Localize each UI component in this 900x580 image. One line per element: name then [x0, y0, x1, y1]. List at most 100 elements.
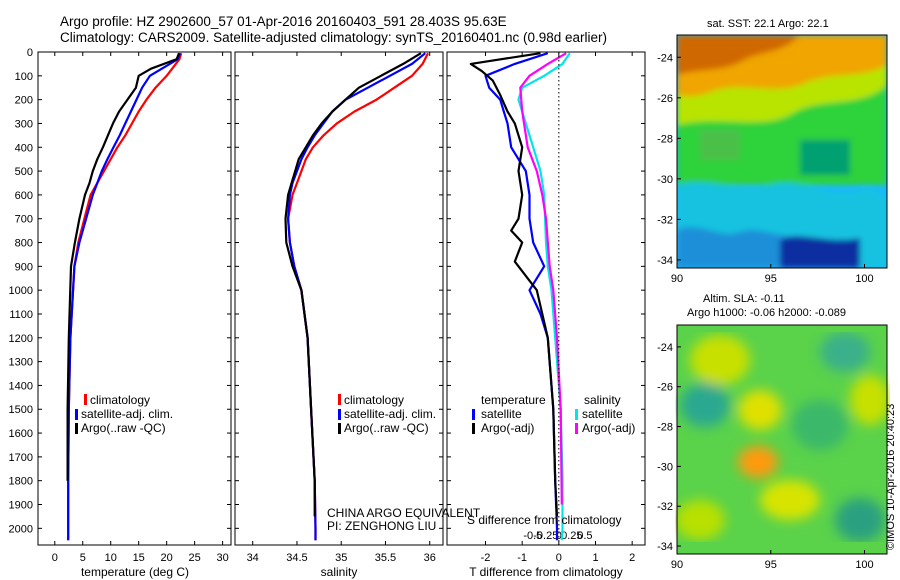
temperature-xlabel: temperature (deg C)	[81, 565, 189, 579]
lon-tick-label: 100	[855, 273, 873, 285]
temperature-series-group	[66, 52, 183, 541]
depth-tick-label: 1700	[9, 452, 33, 464]
legend-label-sal-argo: Argo(-adj)	[582, 421, 635, 435]
legend-label-argo: Argo(..raw -QC)	[344, 421, 429, 435]
lat-tick-label: -30	[657, 174, 673, 186]
sla-map-field	[675, 332, 890, 542]
legend-swatch-climatology	[84, 394, 87, 405]
legend-swatch-sal-argo	[575, 423, 578, 434]
legend-label-climatology: climatology	[344, 393, 404, 407]
x-tick-label: 2	[629, 552, 635, 564]
figure-title-line2: Climatology: CARS2009. Satellite-adjuste…	[60, 30, 607, 45]
depth-tick-label: 1000	[9, 285, 33, 297]
sst-map-title: sat. SST: 22.1 Argo: 22.1	[707, 18, 829, 30]
legend-label-satellite: satellite-adj. clim.	[344, 407, 436, 421]
legend-swatch-sal-satellite	[575, 409, 578, 420]
difference-series-group	[469, 52, 571, 541]
sst-map	[676, 34, 888, 269]
x-tick-label: 0	[556, 552, 562, 564]
x-tick-label: -2	[481, 552, 491, 564]
legend-swatch-satellite	[75, 409, 78, 420]
temperature-legend: climatology satellite-adj. clim. Argo(..…	[75, 393, 173, 435]
sla-map-title1: Altim. SLA: -0.11	[703, 293, 785, 305]
depth-tick-label: 600	[15, 190, 33, 202]
depth-tick-label: 1400	[9, 380, 33, 392]
x-tick-label: 30	[216, 552, 228, 564]
lat-tick-label: -24	[657, 342, 673, 354]
salinity-legend: climatology satellite-adj. clim. Argo(..…	[338, 393, 436, 435]
lon-tick-label: 95	[765, 273, 777, 285]
legend-label-argo: Argo(..raw -QC)	[81, 421, 166, 435]
depth-tick-label: 1500	[9, 404, 33, 416]
sst-map-ticks: -24 -26 -28 -30 -32 -34 90 95 100	[657, 52, 874, 285]
depth-tick-label: 400	[15, 142, 33, 154]
depth-tick-label: 500	[15, 166, 33, 178]
depth-tick-label: 800	[15, 238, 33, 250]
difference-line-salinity-argo-adj-	[519, 52, 567, 505]
lat-tick-label: -28	[657, 133, 673, 145]
lat-tick-label: -26	[657, 382, 673, 394]
legend-swatch-satellite	[338, 409, 341, 420]
lat-tick-label: -32	[657, 501, 673, 513]
depth-axis: 0 100 200 300 400 500 600 700 800 900 1000 1100 1200…	[9, 47, 645, 535]
lat-tick-label: -24	[657, 52, 673, 64]
difference-panel-frame	[446, 51, 646, 546]
sla-map-frame	[676, 324, 888, 555]
legend-label-climatology: climatology	[90, 393, 150, 407]
sst-map-field	[677, 35, 887, 268]
x-tick-label: 34.5	[286, 552, 307, 564]
legend-salinity-title: salinity	[584, 393, 621, 407]
x-tick-label: 36	[424, 552, 436, 564]
temperature-line-argo-raw-qc-	[66, 52, 181, 481]
sst-map-frame	[676, 34, 888, 269]
float-note-line2: PI: ZENGHONG LIU	[327, 519, 436, 533]
sla-map-ticks: -24 -26 -28 -30 -32 -34 90 95 100	[657, 342, 874, 571]
sla-map-title2: Argo h1000: -0.06 h2000: -0.089	[687, 307, 846, 319]
figure-title-line1: Argo profile: HZ 2902600_57 01-Apr-2016 …	[60, 14, 507, 29]
s-tick-label: 0.5	[577, 530, 592, 542]
float-note-line1: CHINA ARGO EQUIVALENT	[327, 506, 481, 520]
salinity-series-group	[284, 52, 429, 541]
x-tick-label: 20	[161, 552, 173, 564]
depth-tick-label: 900	[15, 261, 33, 273]
imos-stamp: ©IMOS 10-Apr-2016 20:40:23	[885, 404, 897, 550]
depth-tick-label: 300	[15, 118, 33, 130]
depth-tick-label: 0	[27, 47, 33, 59]
lat-tick-label: -34	[657, 541, 673, 553]
x-tick-label: 0	[52, 552, 58, 564]
lon-tick-label: 100	[855, 559, 873, 571]
lon-tick-label: 95	[765, 559, 777, 571]
lat-tick-label: -30	[657, 461, 673, 473]
legend-label-satellite: satellite-adj. clim.	[81, 407, 173, 421]
depth-tick-label: 100	[15, 71, 33, 83]
depth-tick-label: 1900	[9, 500, 33, 512]
s-tick-label: -0.25	[533, 530, 558, 542]
legend-label-temp-satellite: satellite	[481, 407, 522, 421]
x-tick-label: 35	[335, 552, 347, 564]
lat-tick-label: -28	[657, 422, 673, 434]
lon-tick-label: 90	[671, 273, 683, 285]
s-difference-label: S difference from climatology	[467, 513, 622, 527]
legend-swatch-temp-satellite	[472, 409, 475, 420]
difference-line-temperature-argo-adj-	[469, 52, 559, 517]
lat-tick-label: -32	[657, 214, 673, 226]
x-tick-label: 10	[105, 552, 117, 564]
salinity-xlabel: salinity	[321, 565, 358, 579]
x-tick-label: 5	[80, 552, 86, 564]
lat-tick-label: -34	[657, 255, 673, 267]
x-tick-label: 35.5	[375, 552, 396, 564]
profile-lines	[66, 52, 571, 541]
legend-temperature-title: temperature	[481, 393, 546, 407]
depth-tick-label: 1300	[9, 357, 33, 369]
legend-label-sal-satellite: satellite	[582, 407, 623, 421]
temperature-line-satellite-adj-clim-	[67, 52, 182, 541]
depth-tick-label: 1200	[9, 333, 33, 345]
salinity-panel-frame	[234, 51, 444, 546]
depth-tick-label: 1100	[9, 309, 33, 321]
legend-swatch-temp-argo	[472, 423, 475, 434]
lat-tick-label: -26	[657, 93, 673, 105]
legend-swatch-climatology	[338, 394, 341, 405]
depth-tick-label: 1800	[9, 476, 33, 488]
x-tick-label: -1	[517, 552, 527, 564]
s-tick-label: 0.25	[561, 530, 582, 542]
